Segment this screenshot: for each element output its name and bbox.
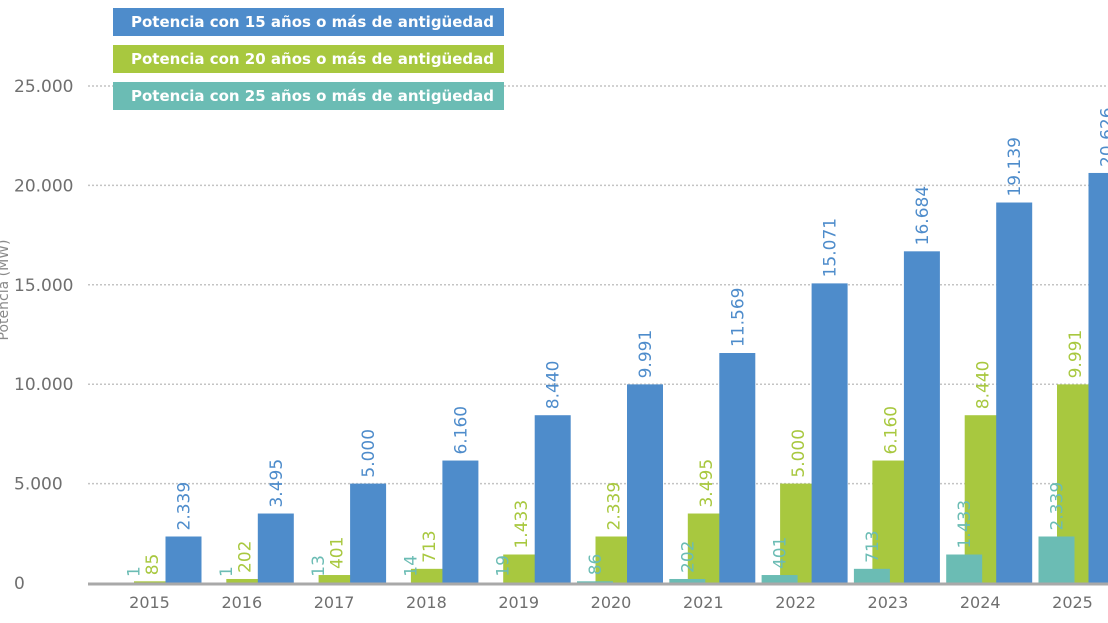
bar-2017-series-1 (318, 575, 355, 583)
y-tick-label: 15.000 (14, 276, 73, 296)
y-tick-label: 5.000 (14, 475, 63, 495)
data-label-2017-series-2: 5.000 (359, 429, 379, 478)
x-tick-label-2015: 2015 (129, 593, 170, 612)
data-label-2022-series-1: 5.000 (789, 429, 809, 478)
data-label-2024-series-0: 1.433 (955, 500, 975, 549)
bar-2023-series-1 (872, 460, 909, 583)
x-tick-label-2020: 2020 (591, 593, 632, 612)
data-label-2017-series-1: 401 (328, 537, 348, 569)
legend-item-20-years: Potencia con 20 años o más de antigüedad (113, 45, 505, 73)
bar-2021-series-0 (669, 578, 706, 583)
data-label-2015-series-0: 1 (125, 566, 145, 577)
data-label-2024-series-2: 19.139 (1005, 137, 1025, 196)
data-label-2015-series-1: 85 (143, 554, 163, 576)
data-label-2025-series-2: 20.626 (1098, 107, 1108, 166)
data-label-2019-series-1: 1.433 (512, 500, 532, 549)
y-tick-label: 25.000 (14, 77, 73, 97)
bar-2020-series-2 (627, 384, 663, 583)
data-label-2024-series-1: 8.440 (974, 361, 994, 410)
bar-2020-series-0 (577, 581, 613, 583)
bar-2025-series-0 (1038, 536, 1075, 583)
data-label-2021-series-1: 3.495 (697, 459, 717, 508)
bar-2016-series-2 (257, 513, 294, 583)
x-tick-label-2025: 2025 (1052, 593, 1093, 612)
x-tick-label-2023: 2023 (868, 593, 909, 612)
bar-2022-series-1 (780, 483, 817, 583)
data-label-2025-series-0: 2.339 (1048, 482, 1068, 531)
bar-2019-series-1 (503, 554, 540, 583)
x-tick-label-2024: 2024 (960, 593, 1001, 612)
data-label-2016-series-1: 202 (235, 541, 255, 573)
y-tick-label: 10.000 (14, 375, 73, 395)
bar-2016-series-1 (226, 578, 263, 583)
data-label-2022-series-0: 401 (771, 537, 791, 569)
data-label-2018-series-2: 6.160 (451, 406, 471, 455)
x-tick-label-2019: 2019 (498, 593, 539, 612)
data-label-2020-series-1: 2.339 (605, 482, 625, 531)
data-label-2016-series-0: 1 (217, 566, 237, 577)
data-label-2017-series-0: 13 (309, 555, 329, 577)
data-label-2020-series-0: 86 (586, 554, 606, 576)
data-label-2020-series-2: 9.991 (636, 330, 656, 379)
x-tick-label-2018: 2018 (406, 593, 447, 612)
data-label-2018-series-0: 14 (401, 555, 421, 577)
x-tick-label-2022: 2022 (775, 593, 816, 612)
data-label-2025-series-1: 9.991 (1066, 330, 1086, 379)
data-label-2021-series-0: 202 (678, 541, 698, 573)
bar-2022-series-0 (761, 575, 798, 583)
bar-2015-series-2 (165, 536, 202, 583)
bar-2020-series-1 (595, 536, 632, 583)
x-tick-label-2017: 2017 (314, 593, 355, 612)
bar-2018-series-2 (442, 460, 479, 583)
bar-2022-series-2 (811, 283, 848, 583)
data-label-2023-series-1: 6.160 (881, 406, 901, 455)
bar-2015-series-1 (134, 581, 170, 583)
x-tick-label-2021: 2021 (683, 593, 724, 612)
y-tick-label: 20.000 (14, 176, 73, 196)
y-axis-title: Potencia (MW) (0, 240, 12, 341)
bar-2021-series-2 (719, 353, 756, 583)
legend-item-15-years: Potencia con 15 años o más de antigüedad (113, 8, 505, 36)
data-label-2015-series-2: 2.339 (175, 482, 195, 531)
data-label-2019-series-0: 19 (494, 555, 514, 577)
bar-2019-series-2 (534, 415, 571, 583)
bar-2018-series-1 (410, 568, 447, 583)
bar-2017-series-2 (350, 483, 387, 583)
data-label-2018-series-1: 713 (420, 530, 440, 562)
data-label-2019-series-2: 8.440 (544, 361, 564, 410)
y-tick-label: 0 (14, 574, 25, 594)
bar-2021-series-1 (687, 513, 724, 583)
bar-2025-series-2 (1088, 172, 1108, 583)
data-label-2016-series-2: 3.495 (267, 459, 287, 508)
chart-legend: Potencia con 15 años o más de antigüedad… (113, 8, 505, 119)
bar-2024-series-0 (946, 554, 983, 583)
legend-item-25-years: Potencia con 25 años o más de antigüedad (113, 82, 505, 110)
bar-2024-series-2 (996, 202, 1033, 584)
bar-2023-series-2 (903, 251, 940, 583)
x-tick-label-2016: 2016 (221, 593, 262, 612)
data-label-2023-series-0: 713 (863, 530, 883, 562)
data-label-2021-series-2: 11.569 (728, 288, 748, 347)
bar-2023-series-0 (853, 568, 890, 583)
data-label-2023-series-2: 16.684 (913, 186, 933, 245)
data-label-2022-series-2: 15.071 (821, 218, 841, 277)
